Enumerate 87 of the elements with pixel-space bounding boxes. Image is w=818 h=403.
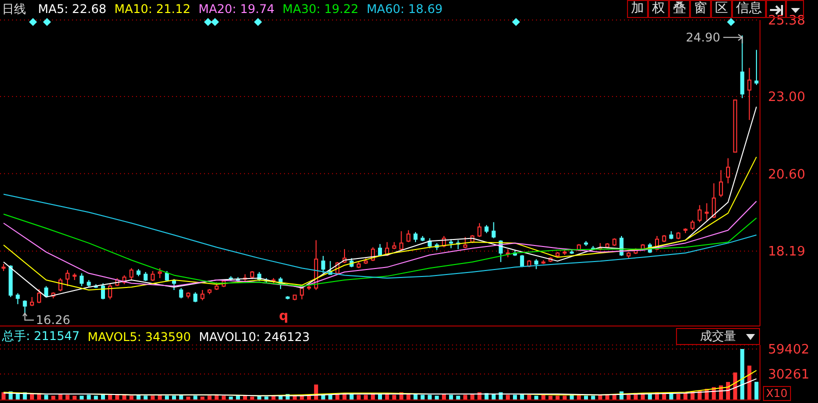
candlestick [698,204,702,223]
candlestick [747,67,752,120]
bar [193,396,198,400]
line-series [3,106,757,298]
bar [150,396,155,400]
text: 总手: 211547 [2,328,80,345]
candlestick [428,238,432,249]
candlestick [704,202,709,221]
candlestick [534,258,538,270]
bar [591,396,596,400]
bar [456,396,460,400]
line-series [3,214,757,287]
text: MA5: 22.68 [38,2,106,16]
candlestick [16,292,20,305]
bar [534,396,538,400]
y-tick-label: 23.00 [768,90,806,106]
y-tick-label: 59402 [768,342,810,358]
line-series [3,156,757,290]
bar [584,396,588,400]
line-series [3,194,757,279]
candlestick [690,220,695,231]
candlestick [108,282,112,300]
candlestick [200,290,204,301]
bar [548,396,552,400]
candlestick [129,268,134,281]
candlestick [492,222,496,239]
text: 日线 [2,0,26,18]
candlestick [158,268,162,279]
candlestick [179,288,184,299]
bar [144,396,148,400]
bar [94,396,98,400]
bar [164,396,169,400]
bar [733,372,738,400]
text: MA10: 21.12 [114,2,190,16]
candlestick [321,255,326,274]
text: 成交量 [700,328,736,345]
bar [172,396,176,400]
text: MA30: 19.22 [282,2,359,16]
bar [72,396,77,400]
candlestick [37,288,42,304]
candlestick [712,182,716,218]
candlestick [718,170,723,198]
bar [562,396,567,400]
candlestick [520,254,524,268]
candlestick [740,34,744,99]
text: 窗 [690,0,711,18]
candlestick [80,272,84,287]
bar [51,396,56,400]
bar [747,366,752,400]
line-series [3,378,757,396]
text: 权 [648,0,669,18]
text: X10 [763,386,791,401]
y-tick-label: 18.19 [768,244,806,260]
candlestick [414,232,418,243]
candlestick [58,278,62,292]
annotation: q [279,309,288,324]
text: MA60: 18.69 [366,2,443,16]
bar [129,396,134,400]
text: MA20: 19.74 [198,2,275,16]
bar [434,396,439,400]
bar [30,394,34,400]
bar [80,396,84,400]
text: MAVOL5: 343590 [88,330,191,344]
candlestick [477,222,482,238]
y-tick-label: 20.60 [768,167,806,182]
bar [208,396,212,400]
bar [222,396,226,400]
candlestick [65,270,70,287]
candlestick [406,230,410,243]
annotation: 16.26 [36,313,70,328]
bar [676,394,680,400]
candlestick [101,282,105,300]
text: MAVOL10: 246123 [198,330,310,344]
candlestick [172,278,176,290]
text: 区 [711,0,732,18]
text: 叠 [669,0,690,18]
candlestick [726,158,730,184]
bar [556,396,560,400]
text: 信息 [732,0,766,18]
candlestick [399,230,404,251]
bar [754,382,758,400]
y-tick-label: 30261 [768,368,810,383]
candlestick [150,270,155,282]
bar [740,348,744,400]
text: 加 [627,0,648,18]
candlestick [754,49,758,86]
annotation: 24.90 [686,30,720,44]
